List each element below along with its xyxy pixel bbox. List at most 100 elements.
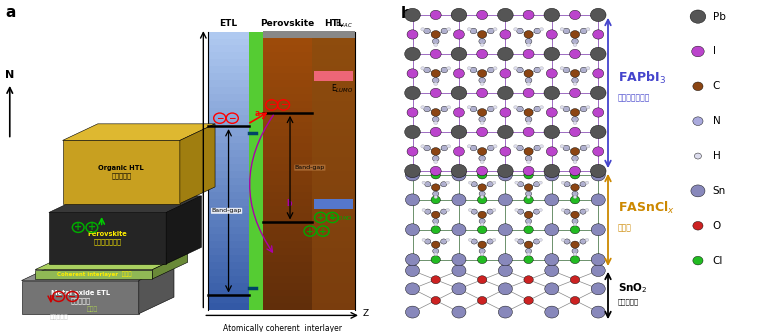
Circle shape: [498, 265, 512, 277]
Bar: [312, 157, 355, 164]
Bar: [312, 129, 355, 136]
Bar: [263, 108, 312, 115]
Circle shape: [434, 121, 438, 124]
Text: a: a: [255, 109, 260, 118]
Text: I: I: [713, 46, 716, 56]
Circle shape: [440, 209, 447, 214]
Text: Band-gap: Band-gap: [295, 165, 325, 170]
Circle shape: [533, 239, 540, 244]
Bar: [208, 220, 249, 227]
Circle shape: [498, 283, 512, 295]
Text: E$_{HOMO}$: E$_{HOMO}$: [329, 210, 353, 223]
Circle shape: [493, 28, 497, 31]
Bar: [263, 66, 312, 73]
Circle shape: [524, 70, 533, 77]
Circle shape: [432, 241, 440, 248]
Text: Organic HTL
정공전달층: Organic HTL 정공전달층: [99, 165, 144, 179]
Bar: [208, 45, 249, 52]
Circle shape: [446, 208, 450, 211]
Bar: [263, 122, 312, 129]
Circle shape: [514, 106, 518, 109]
Circle shape: [468, 106, 471, 109]
Bar: [312, 143, 355, 150]
Circle shape: [424, 145, 430, 151]
Bar: [263, 199, 312, 206]
Bar: [312, 32, 355, 39]
Circle shape: [526, 191, 532, 196]
Bar: [314, 71, 353, 81]
Bar: [208, 73, 249, 80]
Circle shape: [406, 254, 420, 266]
Circle shape: [478, 196, 487, 204]
Circle shape: [580, 239, 586, 244]
Circle shape: [570, 109, 579, 116]
Circle shape: [421, 28, 425, 31]
Circle shape: [524, 109, 533, 116]
Circle shape: [500, 69, 511, 78]
Circle shape: [693, 117, 703, 125]
Circle shape: [434, 253, 437, 256]
Circle shape: [470, 67, 477, 73]
Bar: [208, 255, 249, 262]
Text: Z: Z: [363, 309, 369, 318]
Circle shape: [571, 184, 579, 191]
Circle shape: [526, 160, 530, 163]
Circle shape: [580, 106, 587, 112]
Circle shape: [422, 208, 425, 211]
Bar: [263, 296, 312, 303]
Bar: [312, 45, 355, 52]
Circle shape: [525, 211, 533, 218]
Circle shape: [526, 43, 530, 46]
Bar: [312, 262, 355, 269]
Bar: [208, 276, 249, 283]
Polygon shape: [35, 253, 188, 270]
Circle shape: [487, 209, 493, 214]
Circle shape: [454, 147, 465, 156]
Circle shape: [493, 145, 497, 148]
Circle shape: [478, 184, 486, 191]
Circle shape: [586, 106, 590, 109]
Bar: [312, 59, 355, 66]
Circle shape: [478, 256, 487, 264]
Circle shape: [471, 182, 477, 187]
Circle shape: [447, 106, 450, 109]
Circle shape: [407, 30, 418, 39]
Circle shape: [468, 145, 471, 148]
Circle shape: [479, 117, 486, 122]
Bar: [312, 248, 355, 255]
Circle shape: [580, 28, 587, 34]
Circle shape: [468, 238, 472, 241]
Circle shape: [524, 296, 533, 304]
Circle shape: [694, 153, 701, 159]
Circle shape: [569, 166, 580, 176]
Text: −: −: [280, 100, 287, 110]
Bar: [312, 66, 355, 73]
Bar: [208, 101, 249, 108]
Circle shape: [405, 164, 421, 178]
Circle shape: [487, 106, 494, 112]
Text: C: C: [713, 81, 720, 91]
Text: 중간층: 중간층: [618, 224, 632, 233]
Circle shape: [424, 106, 430, 112]
Bar: [208, 303, 249, 310]
Circle shape: [406, 224, 420, 236]
Text: Perovskite
페로브스카이트: Perovskite 페로브스카이트: [88, 231, 127, 245]
Bar: [263, 213, 312, 220]
Circle shape: [571, 211, 579, 218]
Circle shape: [524, 148, 533, 155]
Circle shape: [586, 145, 590, 148]
Circle shape: [498, 169, 512, 181]
Bar: [263, 283, 312, 290]
Circle shape: [514, 67, 518, 70]
Circle shape: [591, 306, 605, 318]
Circle shape: [500, 30, 511, 39]
Circle shape: [526, 117, 532, 122]
Circle shape: [569, 127, 580, 136]
Circle shape: [432, 39, 439, 44]
Circle shape: [452, 169, 466, 181]
Circle shape: [544, 164, 560, 178]
Circle shape: [570, 196, 579, 204]
Circle shape: [526, 121, 530, 124]
Circle shape: [452, 224, 466, 236]
Circle shape: [563, 67, 569, 73]
